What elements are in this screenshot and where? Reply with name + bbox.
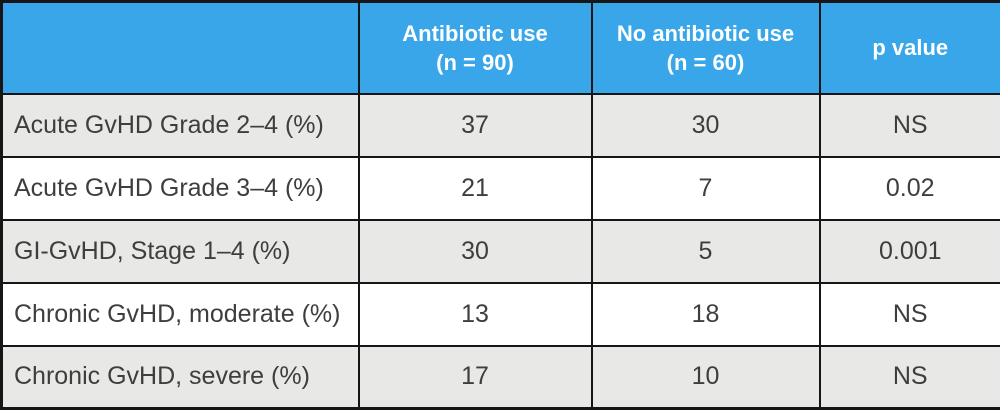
column-header-antibiotic-use-label: Antibiotic use [402,20,548,46]
cell-antibiotic-use: 13 [357,281,593,347]
cell-p-value: NS [818,281,1000,347]
cell-p-value: NS [818,92,1000,158]
header-row: Antibiotic use (n = 90) No antibiotic us… [0,0,1000,95]
cell-no-antibiotic-use: 5 [590,218,821,284]
row-label: Acute GvHD Grade 3–4 (%) [0,155,360,221]
column-header-no-antibiotic-use-n: (n = 60) [666,49,745,75]
table-row-gi-gvhd-stage-1-4: GI-GvHD, Stage 1–4 (%) 30 5 0.001 [0,218,1000,284]
cell-antibiotic-use: 17 [357,344,593,410]
cell-p-value: NS [818,344,1000,410]
row-label: GI-GvHD, Stage 1–4 (%) [0,218,360,284]
column-header-no-antibiotic-use-label: No antibiotic use [616,20,795,46]
cell-no-antibiotic-use: 18 [590,281,821,347]
cell-p-value: 0.02 [818,155,1000,221]
table-row-chronic-gvhd-moderate: Chronic GvHD, moderate (%) 13 18 NS [0,281,1000,347]
table-row-chronic-gvhd-severe: Chronic GvHD, severe (%) 17 10 NS [0,344,1000,410]
cell-no-antibiotic-use: 7 [590,155,821,221]
corner-cell [0,0,360,95]
row-label: Acute GvHD Grade 2–4 (%) [0,92,360,158]
cell-no-antibiotic-use: 30 [590,92,821,158]
cell-antibiotic-use: 37 [357,92,593,158]
cell-antibiotic-use: 21 [357,155,593,221]
column-header-no-antibiotic-use: No antibiotic use (n = 60) [590,0,821,95]
row-label: Chronic GvHD, severe (%) [0,344,360,410]
table-row-acute-gvhd-grade-3-4: Acute GvHD Grade 3–4 (%) 21 7 0.02 [0,155,1000,221]
column-header-antibiotic-use-n: (n = 90) [436,49,514,75]
column-header-antibiotic-use: Antibiotic use (n = 90) [357,0,593,95]
cell-antibiotic-use: 30 [357,218,593,284]
table-row-acute-gvhd-grade-2-4: Acute GvHD Grade 2–4 (%) 37 30 NS [0,92,1000,158]
column-header-p-value-label: p value [872,35,949,61]
column-header-p-value: p value [818,0,1000,95]
row-label: Chronic GvHD, moderate (%) [0,281,360,347]
cell-no-antibiotic-use: 10 [590,344,821,410]
cell-p-value: 0.001 [818,218,1000,284]
